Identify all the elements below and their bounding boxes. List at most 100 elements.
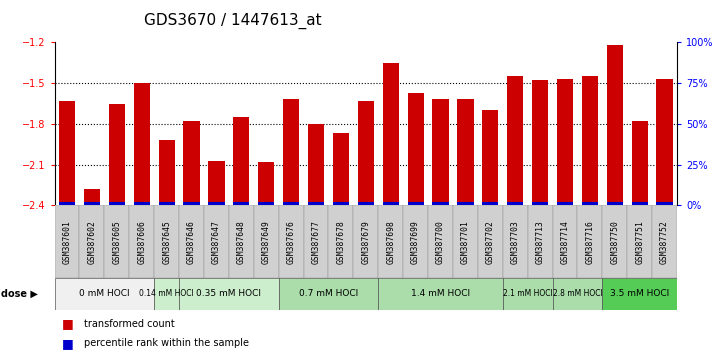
Bar (328, 205, 353, 278)
Bar (453, 205, 478, 278)
Bar (208, 161, 224, 205)
Bar (383, 63, 399, 205)
Text: GSM387646: GSM387646 (187, 220, 196, 263)
Bar (59, 101, 75, 205)
Bar (507, 202, 523, 205)
Text: GSM387677: GSM387677 (312, 220, 320, 263)
Bar (582, 202, 598, 205)
Text: GSM387716: GSM387716 (585, 220, 594, 263)
Text: GSM387750: GSM387750 (610, 220, 620, 263)
Text: GSM387602: GSM387602 (87, 220, 96, 263)
Bar (632, 121, 648, 205)
Bar (408, 202, 424, 205)
Bar (183, 121, 199, 205)
Bar (130, 205, 154, 278)
Bar (577, 205, 602, 278)
Text: GSM387679: GSM387679 (361, 220, 371, 263)
Bar (657, 79, 673, 205)
Bar (353, 205, 379, 278)
Bar (482, 110, 499, 205)
Text: GSM387676: GSM387676 (287, 220, 296, 263)
Bar (602, 278, 677, 310)
Bar (657, 202, 673, 205)
Bar (208, 202, 224, 205)
Bar (478, 205, 503, 278)
Bar (183, 202, 199, 205)
Text: 0.7 mM HOCl: 0.7 mM HOCl (299, 289, 358, 298)
Bar (84, 202, 100, 205)
Text: GDS3670 / 1447613_at: GDS3670 / 1447613_at (144, 12, 322, 29)
Bar (582, 76, 598, 205)
Bar (602, 205, 628, 278)
Bar (482, 202, 499, 205)
Text: GSM387701: GSM387701 (461, 220, 470, 263)
Bar (557, 79, 573, 205)
Text: GSM387649: GSM387649 (262, 220, 271, 263)
Text: transformed count: transformed count (84, 319, 175, 329)
Bar (283, 202, 299, 205)
Bar (279, 278, 379, 310)
Bar (357, 202, 374, 205)
Bar (357, 101, 374, 205)
Text: GSM387713: GSM387713 (536, 220, 545, 263)
Bar (553, 205, 577, 278)
Bar (233, 117, 250, 205)
Text: ■: ■ (62, 337, 74, 350)
Text: GSM387648: GSM387648 (237, 220, 246, 263)
Text: GSM387606: GSM387606 (138, 220, 146, 263)
Text: GSM387752: GSM387752 (660, 220, 669, 263)
Text: 2.8 mM HOCl: 2.8 mM HOCl (553, 289, 602, 298)
Bar (333, 202, 349, 205)
Bar (457, 99, 473, 205)
Text: GSM387714: GSM387714 (561, 220, 569, 263)
Text: dose ▶: dose ▶ (1, 289, 39, 299)
Bar (134, 202, 150, 205)
Text: 0.14 mM HOCl: 0.14 mM HOCl (139, 289, 194, 298)
Bar (532, 80, 548, 205)
Bar (179, 205, 204, 278)
Bar (258, 202, 274, 205)
Text: GSM387698: GSM387698 (387, 220, 395, 263)
Bar (379, 278, 503, 310)
Bar (632, 202, 648, 205)
Bar (408, 93, 424, 205)
Bar (428, 205, 453, 278)
Bar (403, 205, 428, 278)
Bar (304, 205, 328, 278)
Text: GSM387678: GSM387678 (336, 220, 345, 263)
Bar (279, 205, 304, 278)
Bar (432, 99, 448, 205)
Text: GSM387647: GSM387647 (212, 220, 221, 263)
Bar (84, 189, 100, 205)
Text: GSM387601: GSM387601 (63, 220, 71, 263)
Bar (159, 140, 175, 205)
Text: 1.4 mM HOCl: 1.4 mM HOCl (411, 289, 470, 298)
Bar (507, 76, 523, 205)
Text: ■: ■ (62, 318, 74, 330)
Bar (457, 202, 473, 205)
Text: 3.5 mM HOCl: 3.5 mM HOCl (610, 289, 669, 298)
Text: GSM387605: GSM387605 (112, 220, 122, 263)
Text: GSM387699: GSM387699 (411, 220, 420, 263)
Bar (606, 202, 623, 205)
Bar (233, 202, 250, 205)
Bar (379, 205, 403, 278)
Text: GSM387703: GSM387703 (511, 220, 520, 263)
Bar (104, 205, 130, 278)
Bar (229, 205, 254, 278)
Bar (59, 202, 75, 205)
Bar (553, 278, 602, 310)
Text: 0.35 mM HOCl: 0.35 mM HOCl (197, 289, 261, 298)
Text: 0 mM HOCl: 0 mM HOCl (79, 289, 130, 298)
Bar (383, 202, 399, 205)
Bar (308, 124, 324, 205)
Bar (333, 133, 349, 205)
Bar (254, 205, 279, 278)
Bar (134, 83, 150, 205)
Text: GSM387700: GSM387700 (436, 220, 445, 263)
Bar (108, 104, 125, 205)
Bar (532, 202, 548, 205)
Bar (652, 205, 677, 278)
Text: GSM387751: GSM387751 (636, 220, 644, 263)
Bar (179, 278, 279, 310)
